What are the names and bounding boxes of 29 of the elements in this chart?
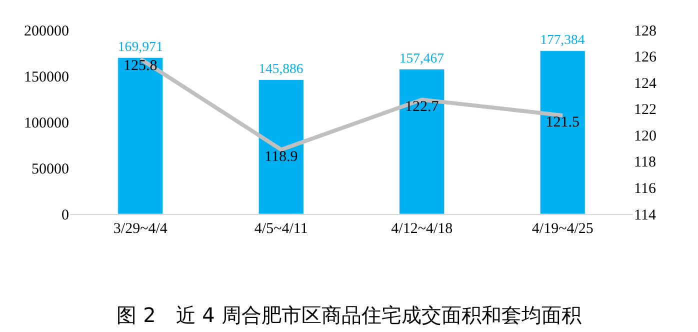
data-label: 121.5 [546,114,580,131]
y-tick-label: 200000 [24,23,69,40]
data-label: 169,971 [118,38,163,54]
y2-tick-label: 120 [634,128,656,144]
x-tick-label: 3/29~4/4 [113,221,168,237]
y-tick-label: 150000 [24,69,69,86]
text: 图 2 近 4 周合肥市区商品住宅成交面积和套均面积 [116,303,582,328]
data-label: 118.9 [264,148,298,165]
x-tick-label: 4/5~4/11 [254,221,308,237]
bar [118,57,164,214]
y-tick-label: 100000 [24,115,69,132]
y2-tick-label: 124 [634,76,657,92]
data-label: 122.7 [405,98,440,115]
data-label: 177,384 [540,32,585,48]
y-tick-label: 0 [62,207,69,224]
x-tick-label: 4/19~4/25 [532,221,594,237]
bar [258,80,304,214]
data-label: 157,467 [399,50,444,66]
y2-tick-label: 118 [634,154,656,171]
data-label: 145,886 [258,61,304,76]
y2-tick-label: 128 [634,23,656,40]
y2-tick-label: 116 [634,180,656,197]
y2-tick-label: 126 [634,50,657,66]
y-tick-label: 50000 [32,161,69,178]
bar [399,68,445,214]
y2-tick-label: 114 [634,207,656,224]
x-tick-label: 4/12~4/18 [391,221,453,237]
bar [540,50,586,214]
y2-tick-label: 122 [634,102,656,118]
